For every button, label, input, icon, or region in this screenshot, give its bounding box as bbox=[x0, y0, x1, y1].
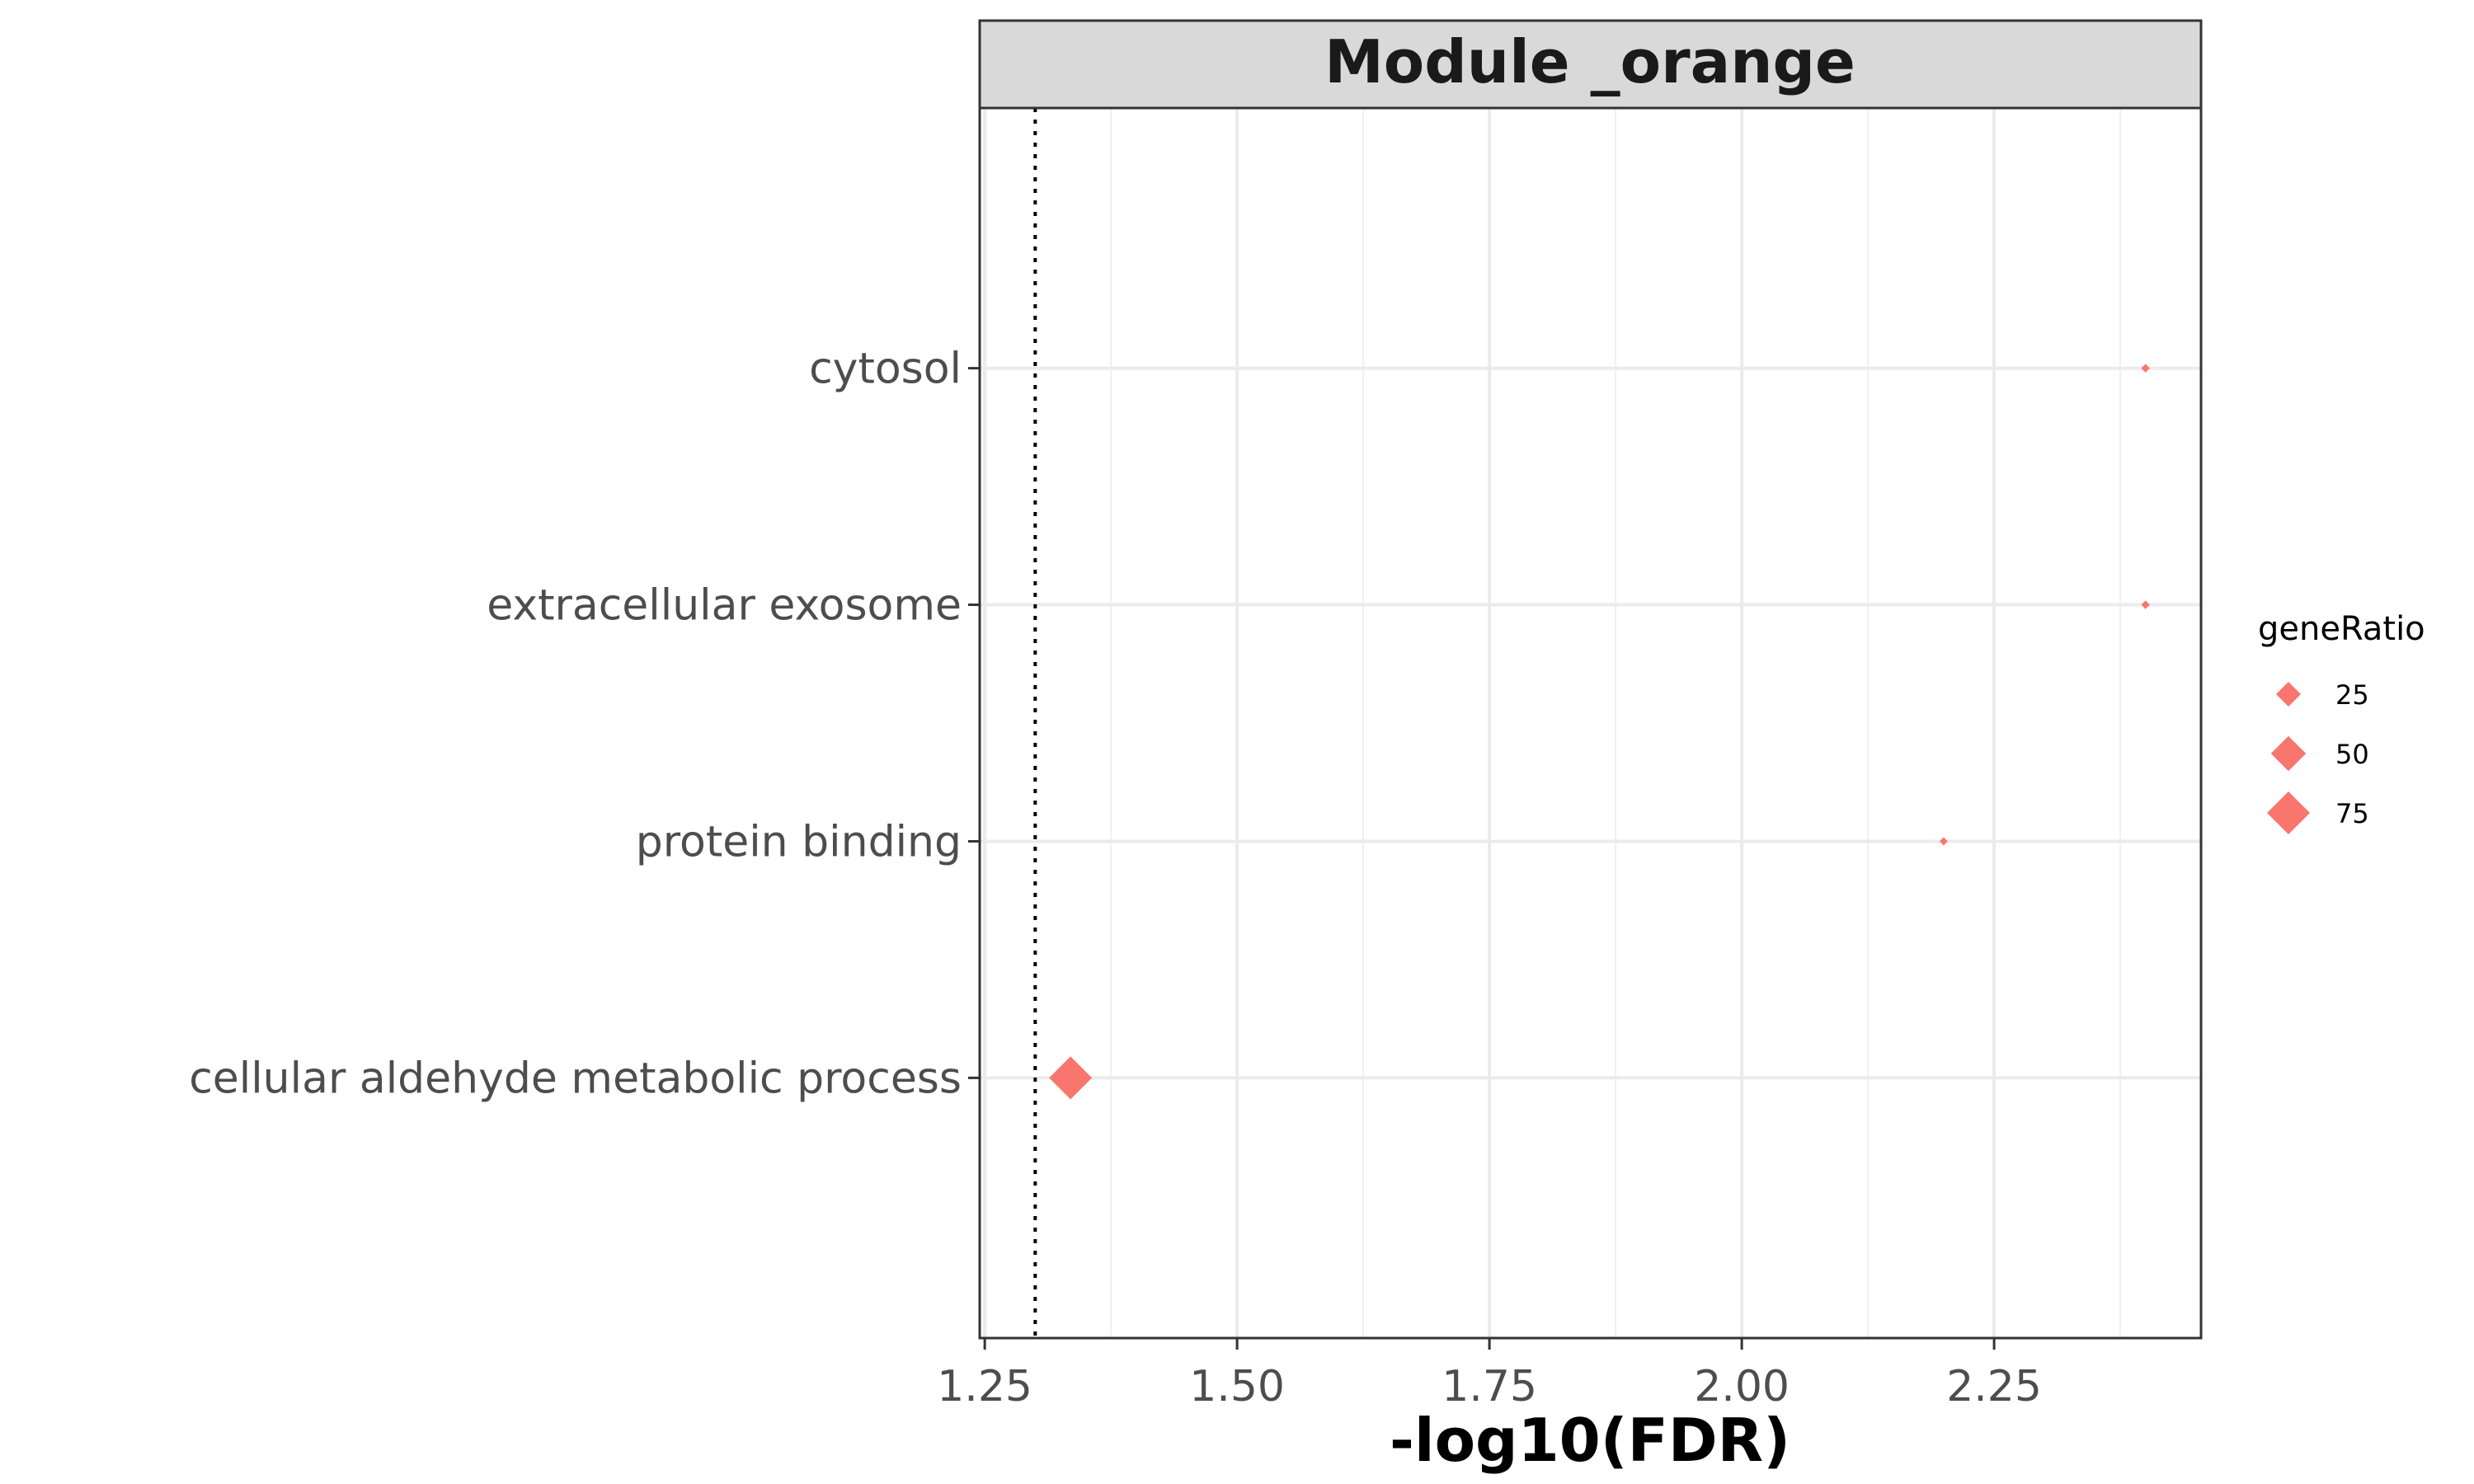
legend-key-label: 50 bbox=[2335, 739, 2369, 770]
legend-key-symbol bbox=[2267, 791, 2310, 834]
y-axis: cytosol extracellular exosome protein bind… bbox=[189, 345, 980, 1103]
y-tick-label: cellular aldehyde metabolic process bbox=[189, 1054, 962, 1103]
data-point bbox=[1049, 1056, 1093, 1100]
x-axis-title: -log10(FDR) bbox=[1390, 1406, 1790, 1475]
legend-key-label: 25 bbox=[2335, 679, 2369, 711]
x-tick-label: 1.50 bbox=[1189, 1362, 1285, 1411]
data-point bbox=[2141, 600, 2150, 609]
data-point bbox=[2141, 364, 2150, 373]
panel-border bbox=[978, 106, 2203, 1340]
data-point bbox=[1939, 837, 1948, 846]
legend-key-symbol bbox=[2275, 681, 2302, 707]
plot-panel bbox=[980, 108, 2201, 1338]
legend-title: geneRatio bbox=[2258, 610, 2425, 648]
x-tick-label: 1.75 bbox=[1442, 1362, 1537, 1411]
grid-major bbox=[980, 108, 2201, 1338]
legend: geneRatio 25 50 75 bbox=[2258, 610, 2425, 834]
x-tick-label: 2.25 bbox=[1946, 1362, 2042, 1411]
data-points bbox=[1049, 364, 2150, 1100]
grid-minor bbox=[1110, 108, 2122, 1338]
legend-key-symbol bbox=[2270, 735, 2307, 772]
legend-keys: 25 50 75 bbox=[2267, 679, 2369, 834]
legend-key-label: 75 bbox=[2335, 798, 2369, 829]
x-tick-label: 2.00 bbox=[1694, 1362, 1790, 1411]
x-axis: 1.25 1.50 1.75 2.00 2.25 bbox=[937, 1338, 2042, 1411]
y-tick-label: cytosol bbox=[809, 345, 962, 394]
y-tick-label: protein binding bbox=[636, 817, 962, 866]
x-tick-label: 1.25 bbox=[937, 1362, 1032, 1411]
facet-title: Module _orange bbox=[1324, 27, 1856, 96]
facet-strip bbox=[978, 19, 2203, 110]
y-tick-label: extracellular exosome bbox=[487, 581, 962, 631]
